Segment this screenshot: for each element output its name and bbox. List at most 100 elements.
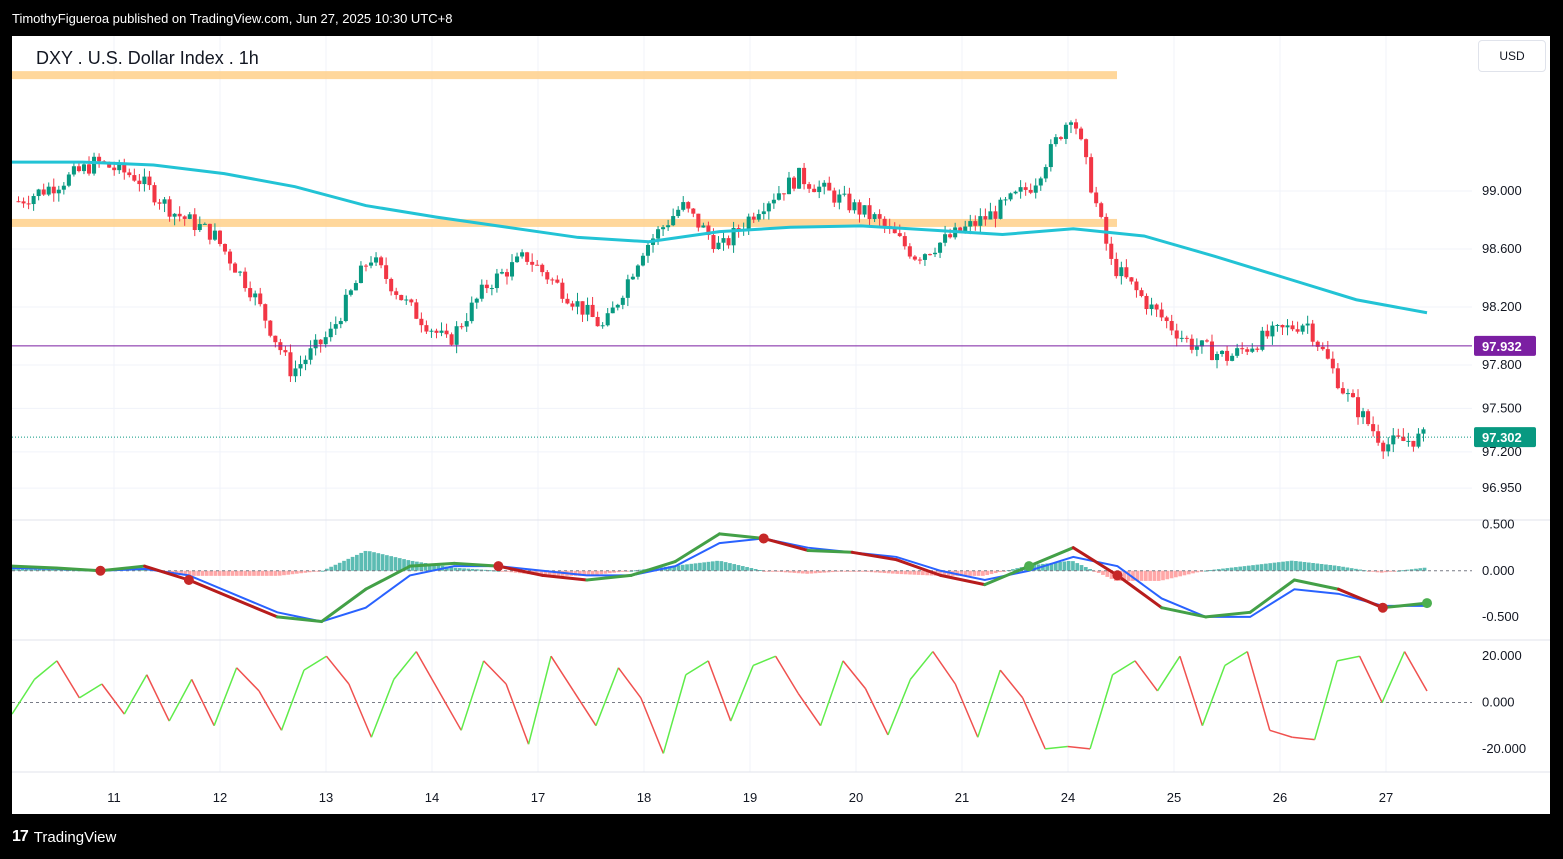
- candle-body: [283, 350, 288, 353]
- candle-body: [1084, 139, 1089, 158]
- histogram-bar: [16, 568, 20, 571]
- histogram-bar: [608, 570, 612, 574]
- currency-button[interactable]: USD: [1478, 40, 1546, 72]
- histogram-bar: [1083, 567, 1088, 571]
- candle-body: [1048, 144, 1053, 168]
- candle-body: [1240, 348, 1245, 350]
- candle-body: [298, 364, 303, 369]
- osc1-cross-dot: [493, 561, 504, 572]
- candle-body: [1043, 167, 1048, 179]
- histogram-bar: [1079, 565, 1084, 571]
- histogram-bar: [397, 558, 402, 571]
- osc2-segment: [1179, 655, 1204, 726]
- candle-body: [1300, 325, 1305, 332]
- osc2-segment: [1134, 660, 1159, 692]
- osc1-fast-segment: [629, 560, 677, 577]
- candle-body: [464, 321, 469, 327]
- osc2-segment: [1224, 650, 1248, 667]
- candle-body: [1053, 137, 1058, 145]
- histogram-bar: [770, 570, 775, 572]
- histogram-bar: [1418, 568, 1423, 571]
- histogram-bar: [213, 570, 218, 576]
- candle-body: [1391, 435, 1396, 445]
- candle-body: [1260, 330, 1265, 350]
- candle-body: [1038, 178, 1043, 186]
- histogram-bar: [1182, 570, 1187, 576]
- histogram-bar: [479, 569, 484, 571]
- histogram-bar: [552, 570, 556, 576]
- candle-body: [1371, 424, 1376, 432]
- candle-body: [671, 216, 676, 226]
- price-tick-label: 98.200: [1482, 299, 1522, 314]
- candle-body: [847, 193, 852, 211]
- candle-body: [751, 216, 756, 220]
- chart-canvas[interactable]: 99.000 98.600 98.200 97.800 97.500 97.200 96.9…: [12, 36, 1550, 814]
- histogram-bar: [908, 570, 912, 575]
- candle-body: [1099, 203, 1104, 217]
- histogram-bar: [818, 570, 822, 573]
- osc1-cross-dot: [95, 565, 106, 576]
- histogram-bar: [449, 567, 454, 571]
- osc2-segment: [303, 655, 327, 671]
- candle-body: [530, 261, 535, 265]
- candle-body: [76, 166, 81, 172]
- histogram-bar: [200, 570, 205, 576]
- footer-bar: 17 TradingView: [0, 814, 1563, 859]
- histogram-bar: [706, 561, 711, 571]
- candle-body: [1174, 330, 1179, 339]
- candle-body: [202, 223, 207, 225]
- histogram-bar: [29, 569, 33, 571]
- histogram-bar: [1302, 562, 1307, 571]
- time-tick-label: 21: [955, 790, 969, 805]
- candle-body: [570, 303, 575, 307]
- histogram-bar: [595, 570, 599, 575]
- candle-body: [600, 325, 605, 327]
- chart-frame[interactable]: 99.000 98.600 98.200 97.800 97.500 97.200 96.9…: [12, 36, 1550, 814]
- osc1-fast-segment: [673, 532, 721, 564]
- osc2-segment: [887, 679, 912, 736]
- osc2-segment: [617, 667, 642, 699]
- osc1-fast-segment: [585, 573, 633, 582]
- candle-body: [26, 203, 31, 205]
- osc1-fast-segment: [1204, 610, 1252, 619]
- histogram-bar: [359, 552, 364, 571]
- candle-body: [399, 294, 404, 301]
- candle-body: [56, 189, 61, 194]
- candle-body: [756, 214, 761, 220]
- osc1-cross-dot: [1422, 598, 1432, 609]
- histogram-bar: [616, 570, 621, 573]
- osc2-segment: [460, 660, 485, 731]
- histogram-bar: [337, 562, 342, 571]
- histogram-bar: [393, 557, 398, 571]
- candle-body: [1114, 258, 1119, 277]
- candle-body: [1386, 444, 1391, 452]
- candle-body: [167, 199, 172, 217]
- histogram-bar: [865, 570, 869, 572]
- histogram-bar: [1375, 570, 1380, 573]
- tradingview-logo[interactable]: 17 TradingView: [12, 828, 116, 846]
- histogram-bar: [1032, 564, 1037, 571]
- osc2-segment: [1045, 745, 1068, 750]
- candle-body: [137, 180, 142, 185]
- candle-body: [1295, 329, 1300, 332]
- osc2-segment: [438, 690, 462, 731]
- symbol-title[interactable]: DXY . U.S. Dollar Index . 1h: [36, 48, 259, 68]
- candle-body: [1184, 337, 1189, 339]
- candle-body: [404, 299, 409, 301]
- candle-body: [494, 273, 499, 289]
- histogram-bar: [719, 561, 724, 571]
- osc1-fast-segment: [496, 564, 545, 577]
- histogram-bar: [1105, 570, 1110, 577]
- histogram-bar: [355, 554, 359, 571]
- candle-body: [897, 233, 902, 237]
- candle-body: [1199, 340, 1204, 347]
- candle-body: [963, 226, 968, 233]
- candle-body: [817, 186, 822, 193]
- osc2-segment: [1269, 729, 1293, 738]
- candle-body: [892, 227, 897, 234]
- candle-body: [1340, 388, 1345, 394]
- osc2-segment: [1022, 697, 1046, 750]
- candle-body: [1139, 290, 1144, 296]
- candle-body: [308, 348, 313, 360]
- candle-body: [560, 282, 565, 299]
